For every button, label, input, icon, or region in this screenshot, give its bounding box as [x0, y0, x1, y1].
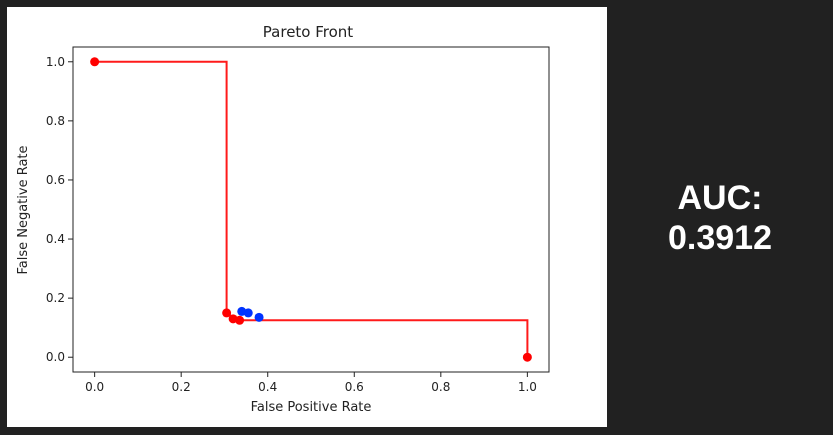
auc-value: 0.3912 — [668, 218, 772, 257]
x-tick-label: 0.2 — [172, 380, 191, 394]
chart-title: Pareto Front — [263, 23, 354, 41]
y-tick-label: 0.6 — [46, 173, 65, 187]
red-point — [522, 352, 532, 362]
blue-point — [254, 312, 264, 322]
data-points — [90, 57, 532, 362]
x-axis: 0.0 0.2 0.4 0.6 0.8 1.0 — [85, 372, 537, 394]
x-tick-label: 0.0 — [85, 380, 104, 394]
pareto-step-line — [94, 60, 529, 358]
figure-panel: Pareto Front 0.0 0.2 0.4 0.6 0.8 1.0 0.0 0.2 0.… — [7, 7, 607, 427]
red-point — [90, 57, 100, 67]
step-line — [94, 60, 529, 358]
red-point — [235, 315, 245, 325]
y-tick-label: 0.0 — [46, 350, 65, 364]
plot-area — [72, 46, 550, 373]
red-point — [222, 308, 232, 318]
y-tick-label: 0.8 — [46, 114, 65, 128]
blue-point — [243, 308, 253, 318]
y-tick-label: 1.0 — [46, 55, 65, 69]
x-tick-label: 0.6 — [345, 380, 364, 394]
y-axis-label: False Negative Rate — [16, 145, 31, 274]
x-tick-label: 0.8 — [431, 380, 450, 394]
auc-label: AUC: — [677, 178, 763, 217]
x-tick-label: 1.0 — [518, 380, 537, 394]
y-tick-label: 0.2 — [46, 291, 65, 305]
y-tick-label: 0.4 — [46, 232, 65, 246]
x-axis-label: False Positive Rate — [251, 400, 372, 415]
x-tick-label: 0.4 — [258, 380, 277, 394]
pareto-front-chart: Pareto Front 0.0 0.2 0.4 0.6 0.8 1.0 0.00.20.… — [16, 23, 550, 415]
auc-panel: AUC: 0.3912 — [607, 0, 833, 435]
y-axis: 0.0 0.2 0.4 0.6 0.8 1.0 — [46, 55, 73, 364]
